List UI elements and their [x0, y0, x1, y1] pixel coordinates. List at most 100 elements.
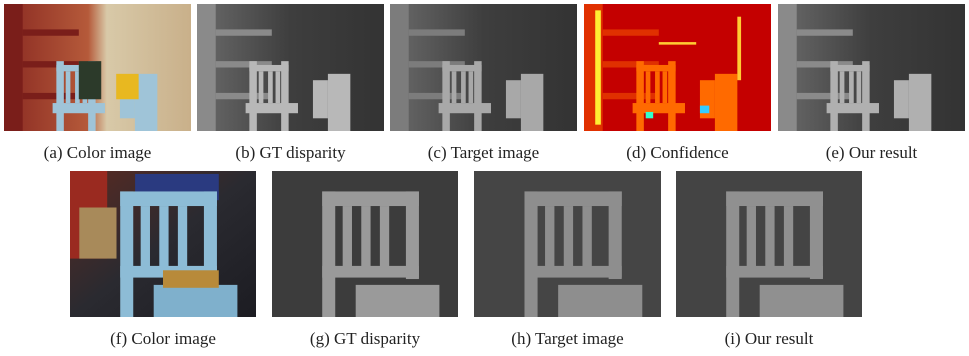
image-region — [268, 71, 273, 103]
image-region — [582, 206, 591, 272]
image-region — [636, 61, 643, 131]
image-region — [737, 17, 741, 80]
panel: (d) Confidence — [584, 4, 771, 162]
panel: (f) Color image — [70, 171, 256, 348]
image-region — [442, 61, 449, 131]
image-region — [474, 61, 481, 131]
image-region — [409, 93, 465, 99]
image-region — [361, 206, 370, 272]
image-region — [524, 191, 537, 317]
image-region — [276, 71, 281, 103]
image-region — [390, 4, 409, 131]
image-region — [894, 80, 909, 118]
image-region — [595, 10, 601, 124]
panel: (h) Target image — [474, 171, 661, 348]
caption: (e) Our result — [826, 143, 918, 162]
image-region — [343, 206, 352, 272]
image-region — [862, 61, 869, 131]
image-region — [558, 285, 642, 317]
image-region — [655, 71, 660, 103]
image-region — [659, 42, 696, 45]
image-region — [646, 112, 653, 118]
image-region — [646, 71, 651, 103]
image-region — [603, 29, 659, 35]
image-region — [524, 191, 621, 206]
image-region — [249, 61, 256, 131]
image-region — [726, 266, 823, 278]
image-region — [545, 206, 554, 272]
image-region — [524, 266, 621, 278]
image-region — [857, 71, 862, 103]
image-region — [668, 61, 675, 131]
image-region — [442, 65, 481, 71]
image-region — [159, 206, 168, 272]
image-region — [715, 74, 737, 131]
image-region — [259, 71, 264, 103]
image-region — [636, 65, 675, 71]
image-region — [356, 285, 440, 317]
panel: (e) Our result — [778, 4, 965, 162]
image-region — [120, 191, 217, 206]
caption: (c) Target image — [428, 143, 539, 162]
image-region — [564, 206, 573, 272]
image-region — [56, 61, 63, 131]
image-region — [747, 206, 756, 272]
caption: (b) GT disparity — [235, 143, 346, 162]
image-region — [506, 80, 521, 118]
image-region — [380, 206, 389, 272]
image-region — [409, 29, 465, 35]
image-region — [154, 285, 238, 317]
image-region — [452, 71, 457, 103]
image-region — [328, 74, 350, 131]
caption: (f) Color image — [110, 329, 216, 348]
image-region — [246, 103, 298, 113]
image-region — [216, 29, 272, 35]
image-region — [521, 74, 543, 131]
caption: (g) GT disparity — [310, 329, 421, 348]
image-region — [141, 206, 150, 272]
image-region — [322, 266, 419, 278]
image-region — [313, 80, 328, 118]
image-region — [439, 103, 491, 113]
image-region — [827, 103, 879, 113]
caption: (h) Target image — [511, 329, 623, 348]
image-region — [66, 71, 71, 103]
image-region — [23, 29, 79, 35]
image-region — [469, 71, 474, 103]
image-region — [765, 206, 774, 272]
panel: (c) Target image — [390, 4, 577, 162]
image-region — [461, 71, 466, 103]
image-region — [760, 285, 844, 317]
caption: (d) Confidence — [626, 143, 728, 162]
image-region — [322, 191, 419, 206]
image-region — [197, 4, 216, 131]
image-region — [726, 191, 739, 317]
image-region — [53, 103, 105, 113]
panel: (i) Our result — [676, 171, 862, 348]
caption: (i) Our result — [725, 329, 814, 348]
image-region — [116, 74, 138, 99]
image-region — [909, 74, 931, 131]
image-region — [79, 208, 116, 259]
caption: (a) Color image — [44, 143, 152, 162]
image-region — [4, 4, 23, 131]
panel: (a) Color image — [4, 4, 191, 162]
image-region — [778, 4, 797, 131]
image-region — [322, 191, 335, 317]
figure: (a) Color image (b) GT disparity (c) Targe… — [0, 0, 969, 356]
panel: (b) GT disparity — [197, 4, 384, 162]
image-region — [178, 206, 187, 272]
image-region — [163, 270, 219, 288]
image-region — [849, 71, 854, 103]
image-region — [797, 29, 853, 35]
image-region — [726, 191, 823, 206]
image-region — [120, 191, 133, 317]
image-region — [840, 71, 845, 103]
image-region — [700, 106, 709, 114]
image-region — [663, 71, 668, 103]
image-region — [79, 61, 101, 99]
image-region — [830, 61, 837, 131]
image-region — [281, 61, 288, 131]
image-region — [784, 206, 793, 272]
image-region — [249, 65, 288, 71]
